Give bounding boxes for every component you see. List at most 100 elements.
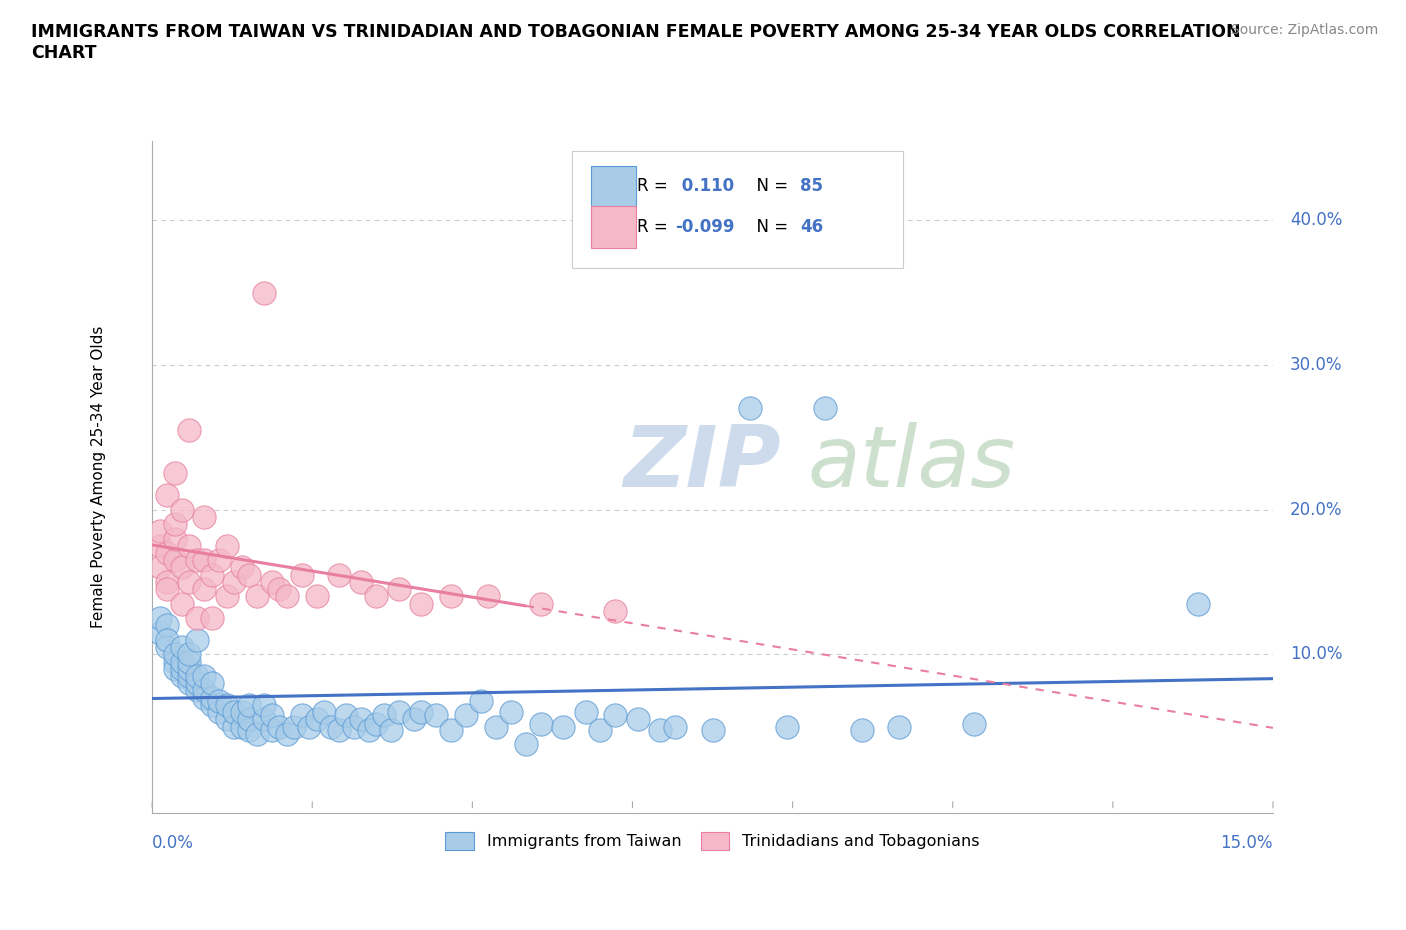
Point [149, 538, 172, 553]
Point [283, 719, 305, 734]
Point [312, 705, 335, 720]
Point [388, 582, 411, 597]
Point [208, 693, 231, 708]
Text: 85: 85 [800, 178, 823, 195]
Point [357, 722, 380, 737]
Point [208, 552, 231, 567]
Point [485, 719, 508, 734]
Point [179, 647, 201, 662]
Point [224, 705, 246, 720]
Point [276, 589, 298, 604]
Point [551, 719, 574, 734]
Point [470, 693, 492, 708]
Point [193, 690, 215, 705]
Text: atlas: atlas [808, 422, 1015, 505]
Point [702, 722, 724, 737]
Point [889, 719, 911, 734]
Point [335, 708, 357, 723]
Point [201, 676, 224, 691]
Point [170, 654, 193, 669]
Text: IMMIGRANTS FROM TAIWAN VS TRINIDADIAN AND TOBAGONIAN FEMALE POVERTY AMONG 25-34 : IMMIGRANTS FROM TAIWAN VS TRINIDADIAN AN… [31, 23, 1240, 62]
Point [290, 567, 312, 582]
Point [170, 596, 193, 611]
Text: 15.0%: 15.0% [1220, 833, 1272, 852]
Point [664, 719, 686, 734]
Point [776, 719, 799, 734]
Text: Source: ZipAtlas.com: Source: ZipAtlas.com [1230, 23, 1378, 37]
Point [179, 669, 201, 684]
Text: Female Poverty Among 25-34 Year Olds: Female Poverty Among 25-34 Year Olds [91, 326, 105, 628]
Point [350, 712, 373, 727]
Point [163, 466, 186, 481]
Point [163, 661, 186, 676]
Point [149, 625, 172, 640]
Point [215, 712, 238, 727]
Point [156, 632, 179, 647]
Text: 0.110: 0.110 [675, 178, 734, 195]
Point [186, 632, 208, 647]
FancyBboxPatch shape [572, 151, 903, 269]
Point [589, 722, 612, 737]
Point [260, 575, 283, 590]
Point [269, 582, 291, 597]
Point [650, 722, 672, 737]
Point [499, 705, 522, 720]
Point [246, 726, 269, 741]
Point [231, 719, 253, 734]
Point [193, 582, 215, 597]
Point [298, 719, 321, 734]
Point [388, 705, 411, 720]
Point [149, 560, 172, 575]
Text: N =: N = [747, 218, 793, 235]
Point [530, 716, 553, 731]
Point [163, 531, 186, 546]
Point [163, 654, 186, 669]
Point [269, 719, 291, 734]
Point [179, 575, 201, 590]
Text: 30.0%: 30.0% [1289, 356, 1343, 374]
Point [627, 712, 650, 727]
Point [186, 611, 208, 626]
Point [215, 589, 238, 604]
Point [328, 567, 350, 582]
Legend: Immigrants from Taiwan, Trinidadians and Tobagonians: Immigrants from Taiwan, Trinidadians and… [439, 826, 986, 856]
Point [179, 422, 201, 437]
Point [201, 698, 224, 712]
Text: ZIP: ZIP [623, 422, 780, 505]
Point [170, 502, 193, 517]
Point [156, 640, 179, 655]
Point [201, 690, 224, 705]
Point [179, 676, 201, 691]
Point [170, 560, 193, 575]
Point [253, 698, 276, 712]
Text: 46: 46 [800, 218, 823, 235]
Point [179, 661, 201, 676]
Point [530, 596, 553, 611]
Point [253, 286, 276, 300]
Point [193, 510, 215, 525]
Text: 0.0%: 0.0% [152, 833, 194, 852]
Point [246, 589, 269, 604]
Point [238, 567, 260, 582]
Point [440, 589, 463, 604]
Point [366, 589, 388, 604]
Point [814, 401, 837, 416]
Text: R =: R = [637, 218, 673, 235]
Point [156, 546, 179, 561]
Point [231, 705, 253, 720]
Point [193, 683, 215, 698]
Point [260, 722, 283, 737]
Point [170, 669, 193, 684]
Point [186, 552, 208, 567]
Point [305, 589, 328, 604]
Point [253, 712, 276, 727]
Point [477, 589, 499, 604]
Point [574, 705, 596, 720]
FancyBboxPatch shape [592, 206, 637, 248]
Point [851, 722, 873, 737]
Point [425, 708, 447, 723]
Point [156, 575, 179, 590]
Point [224, 575, 246, 590]
Point [366, 716, 388, 731]
Point [738, 401, 761, 416]
